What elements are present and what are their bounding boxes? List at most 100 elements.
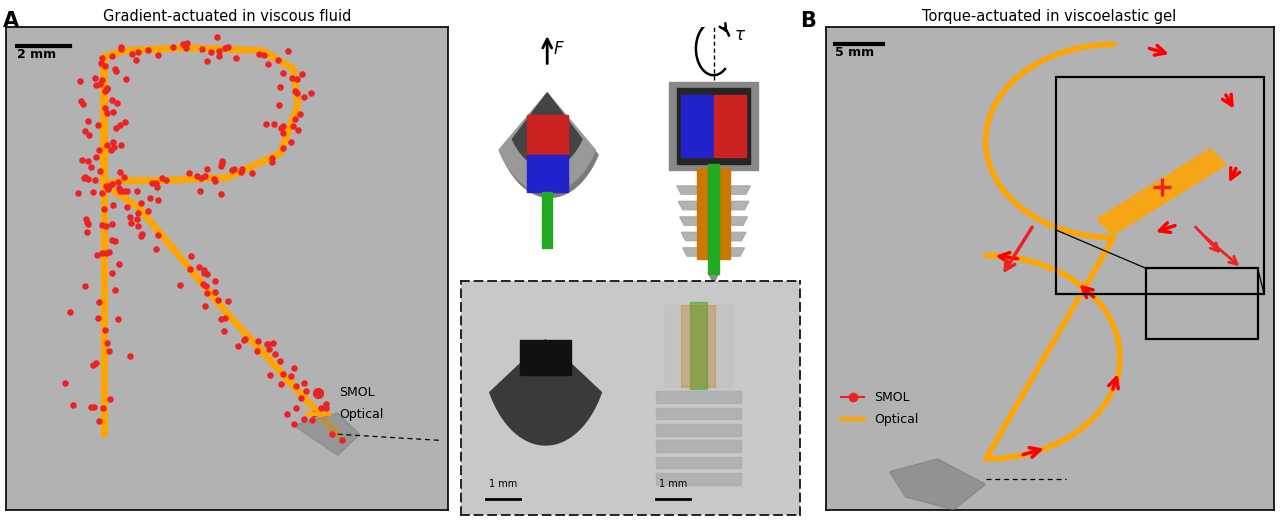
Point [247,347,268,356]
Point [321,430,342,439]
Polygon shape [293,413,360,456]
Point [88,297,109,306]
Point [276,410,297,419]
Bar [1056,78,1265,294]
Point [289,109,310,118]
Point [96,84,116,93]
Point [131,232,151,240]
Point [110,141,131,149]
Point [248,337,269,346]
Point [197,165,218,173]
Point [97,184,118,193]
Point [92,404,113,413]
Point [102,220,123,228]
Point [253,50,274,59]
Point [127,215,147,223]
Point [72,156,92,164]
Point [70,97,91,105]
Point [271,379,292,388]
Polygon shape [681,95,714,157]
Point [260,371,280,379]
Polygon shape [708,164,719,275]
Point [104,200,124,209]
Polygon shape [680,217,748,225]
Point [78,130,99,139]
Point [142,179,163,187]
Point [97,339,118,347]
Point [179,264,200,273]
Point [102,269,123,277]
Point [73,100,93,108]
Point [191,187,211,195]
Point [105,65,125,73]
Point [207,295,228,304]
Point [110,168,131,176]
Point [234,335,255,343]
Point [205,276,225,285]
Point [92,189,113,197]
Point [301,89,321,97]
Point [88,314,109,322]
Title: Torque-actuated in viscoelastic gel: Torque-actuated in viscoelastic gel [923,9,1176,24]
Text: B: B [800,11,815,31]
Point [81,163,101,172]
Polygon shape [526,115,568,155]
Polygon shape [655,408,741,419]
Point [105,286,125,295]
Point [116,202,137,211]
Point [109,184,129,192]
Point [232,165,252,174]
Point [125,55,146,64]
Point [96,141,116,149]
Point [92,249,113,257]
Point [137,46,157,54]
Point [105,236,125,245]
Point [140,194,160,202]
Point [104,142,124,151]
Point [285,382,306,390]
Point [100,145,120,154]
Point [211,157,232,165]
Legend: SMOL, Optical: SMOL, Optical [836,386,923,431]
Point [177,39,197,47]
Point [332,435,352,444]
Text: 2 mm: 2 mm [18,48,56,61]
Point [127,48,147,57]
Point [68,189,88,197]
Point [228,341,248,350]
Point [187,172,207,181]
Point [138,207,159,216]
Point [177,40,197,48]
Point [284,87,305,96]
Point [88,146,109,155]
Polygon shape [512,93,582,168]
Point [214,327,234,336]
Point [101,52,122,60]
Point [86,153,106,161]
Point [108,315,128,323]
Polygon shape [681,233,746,241]
Point [209,52,229,60]
Polygon shape [682,248,745,256]
Point [211,315,232,323]
Point [128,209,148,217]
Point [205,176,225,185]
Point [147,230,168,239]
Point [81,402,101,411]
Point [234,336,255,344]
Point [175,44,196,52]
Point [95,326,115,335]
Point [196,288,216,297]
Point [74,174,95,182]
Point [120,219,141,228]
Point [270,83,291,91]
Polygon shape [655,424,741,435]
Point [230,168,251,176]
Point [211,159,232,168]
Point [273,122,293,130]
Point [205,287,225,296]
Point [156,176,177,184]
Point [100,395,120,404]
Point [273,129,293,137]
Point [90,80,110,88]
